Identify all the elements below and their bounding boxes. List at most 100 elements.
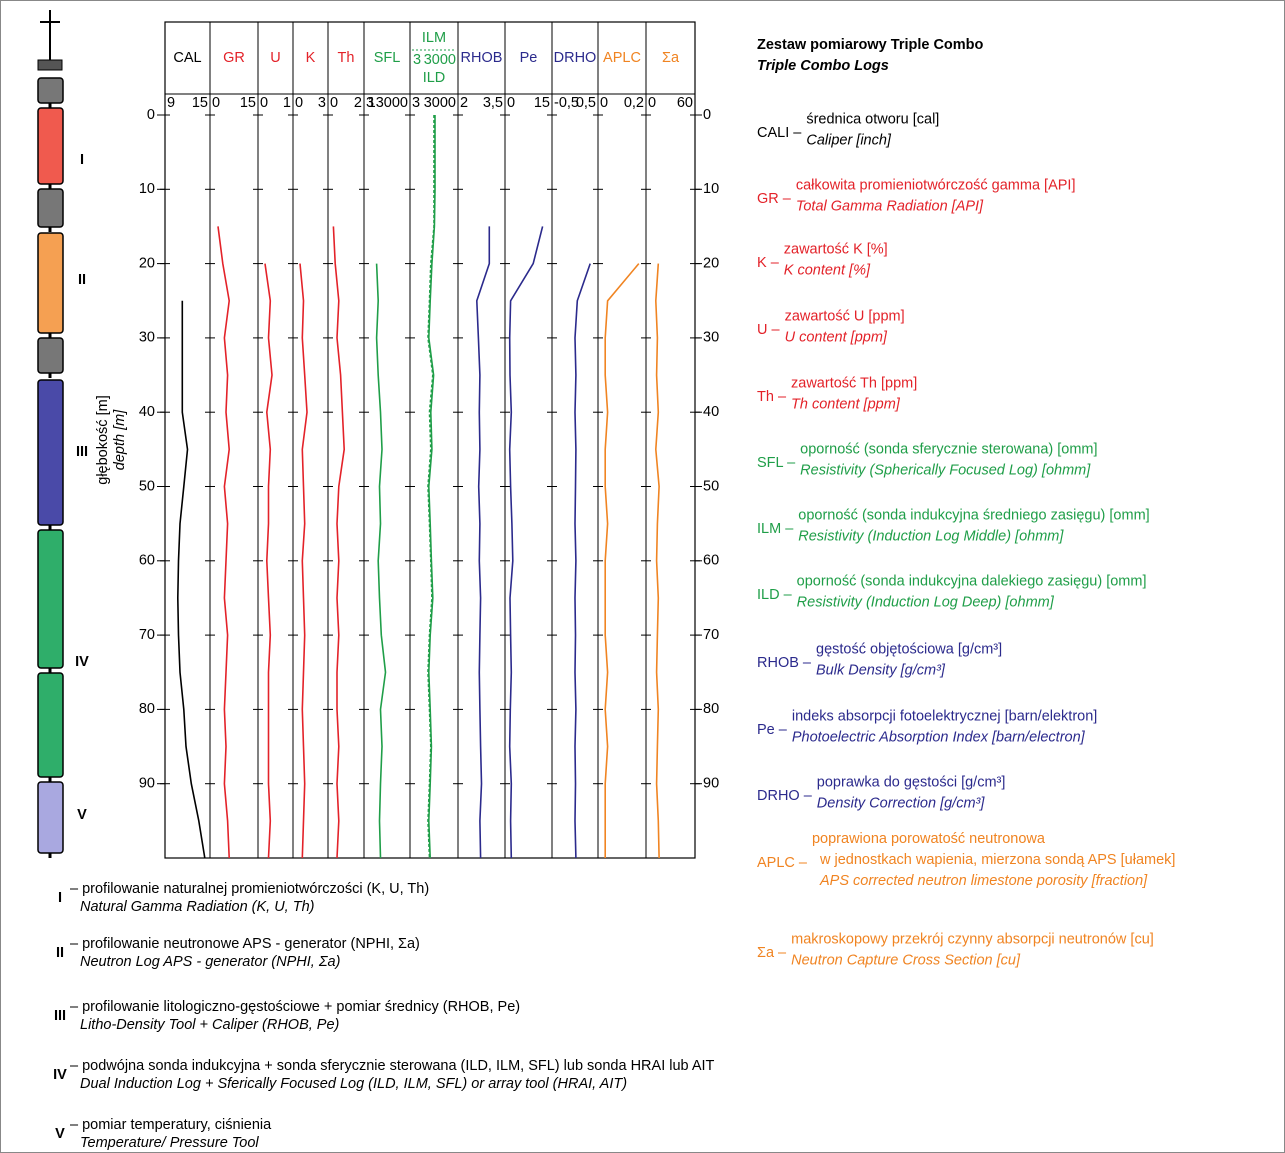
tool-numeral: II [78,272,86,288]
legend-desc: całkowita promieniotwórczość gamma [API] [796,177,1076,193]
y-tick-label: 70 [139,627,155,643]
track-name: ILD [423,70,446,86]
tool-desc: – podwójna sonda indukcyjna + sonda sfer… [70,1058,715,1074]
track-name: APLC [603,50,641,66]
header-scale: 3000 [424,52,456,68]
legend-desc: średnica otworu [cal] [806,111,939,127]
tool-segment [38,673,63,777]
tool-desc: – profilowanie neutronowe APS - generato… [70,936,420,952]
legend-desc: zawartość Th [ppm] [791,375,917,391]
y-axis-label: depth [m] [112,409,128,470]
legend-desc-en: Density Correction [g/cm³] [817,795,986,811]
y-tick-label: 70 [703,627,719,643]
legend-desc-en: Resistivity (Induction Log Middle) [ohmm… [798,528,1064,544]
tool-desc-en: Neutron Log APS - generator (NPHI, Σa) [80,954,340,970]
tool-desc: – profilowanie litologiczno-gęstościowe … [70,999,520,1015]
y-tick-label: 10 [703,181,719,197]
title: Triple Combo Logs [757,58,889,74]
legend-abbr: Th – [757,389,787,405]
log-curve [265,264,272,858]
legend-abbr: DRHO – [757,788,813,804]
tool-desc: – pomiar temperatury, ciśnienia [70,1117,272,1133]
legend-desc-en: U content [ppm] [785,329,888,345]
tool-segment [38,233,63,333]
tool-desc-en: Temperature/ Pressure Tool [80,1135,259,1151]
x-tick-label: 3000 [424,95,456,111]
y-tick-label: 60 [139,553,155,569]
y-tick-label: 30 [139,330,155,346]
legend-desc-en: K content [%] [784,262,871,278]
x-tick-label: 13000 [368,95,408,111]
log-curve [300,264,307,858]
x-tick-label: 15 [192,95,208,111]
tool-numeral: I [58,890,62,906]
legend-abbr: GR – [757,191,792,207]
legend-desc-en: Caliper [inch] [806,132,892,148]
x-tick-label: 60 [677,95,693,111]
track-name: ILM [422,30,446,46]
x-tick-label: 0 [260,95,268,111]
legend-desc-en: Th content [ppm] [791,396,901,412]
x-tick-label: 0,5 [576,95,596,111]
x-tick-label: 2 [354,95,362,111]
legend-abbr: CALI – [757,125,802,141]
legend-abbr: SFL – [757,455,796,471]
tool-numeral: III [54,1008,66,1024]
legend-abbr: RHOB – [757,655,812,671]
legend-desc: indeks absorpcji fotoelektrycznej [barn/… [792,708,1097,724]
legend-desc: zawartość U [ppm] [785,308,905,324]
legend-abbr: K – [757,255,780,271]
title: Zestaw pomiarowy Triple Combo [757,37,984,53]
track-name: DRHO [554,50,597,66]
x-tick-label: 0 [330,95,338,111]
y-axis-label: głębokość [m] [95,395,111,484]
legend-desc-en: Total Gamma Radiation [API] [796,198,984,214]
legend-abbr: Pe – [757,722,788,738]
log-curve [377,264,386,858]
log-curve [605,264,639,858]
log-curve [218,226,229,858]
log-curve [429,115,435,858]
tool-desc-en: Litho-Density Tool + Caliper (RHOB, Pe) [80,1017,339,1033]
legend-desc-en: Photoelectric Absorption Index [barn/ele… [792,729,1086,745]
y-tick-label: 30 [703,330,719,346]
legend-desc: gęstość objętościowa [g/cm³] [816,641,1002,657]
x-tick-label: 0,2 [624,95,644,111]
y-tick-label: 80 [139,701,155,717]
tool-segment [38,108,63,184]
tool-desc-en: Dual Induction Log + Sferically Focused … [80,1076,627,1092]
tool-segment [38,380,63,525]
track-name: CAL [173,50,201,66]
track-name: U [270,50,280,66]
tool-desc: – profilowanie naturalnej promieniotwórc… [70,881,429,897]
x-tick-label: 3 [412,95,420,111]
tool-desc-en: Natural Gamma Radiation (K, U, Th) [80,899,315,915]
x-tick-label: 2 [460,95,468,111]
log-curve [575,264,590,858]
track-name: RHOB [461,50,503,66]
y-tick-label: 40 [139,404,155,420]
legend-abbr: U – [757,322,781,338]
legend-abbr: APLC – [757,855,808,871]
legend-desc: poprawiona porowatość neutronowa [812,831,1046,847]
legend-desc-en: Bulk Density [g/cm³] [816,662,946,678]
tool-segment [38,189,63,227]
track-name: GR [223,50,245,66]
y-tick-label: 90 [703,776,719,792]
legend-desc: zawartość K [%] [784,241,888,257]
tool-numeral: I [80,152,84,168]
legend-desc: makroskopowy przekrój czynny absorpcji n… [791,931,1154,947]
y-tick-label: 80 [703,701,719,717]
legend-abbr: ILM – [757,521,794,537]
y-tick-label: 20 [703,255,719,271]
header-scale: 3 [413,52,421,68]
x-tick-label: 0 [212,95,220,111]
track-name: K [306,50,316,66]
track-name: Σa [662,50,680,66]
x-tick-label: 1 [283,95,291,111]
track-name: Th [338,50,355,66]
legend-desc: w jednostkach wapienia, mierzona sondą A… [819,852,1175,868]
log-curve [178,301,205,858]
tool-numeral: II [56,945,64,961]
legend-abbr: ILD – [757,587,793,603]
